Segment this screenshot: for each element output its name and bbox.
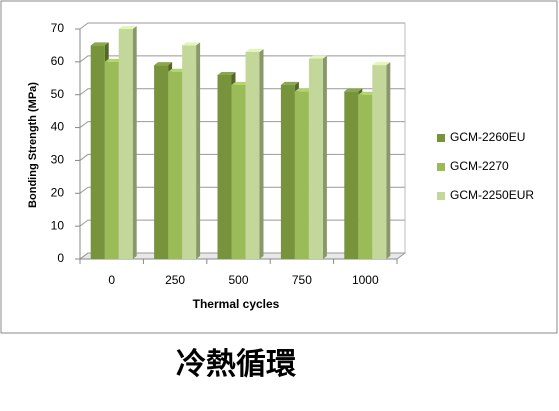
- bar-front: [245, 52, 260, 259]
- legend-label: GCM-2250EUR: [450, 188, 534, 202]
- bar-side: [386, 62, 391, 260]
- bar-top: [280, 81, 299, 85]
- bar-front: [104, 61, 119, 259]
- legend-label: GCM-2270: [450, 159, 509, 173]
- legend-swatch: [437, 192, 445, 200]
- caption: 冷熱循環: [176, 348, 297, 381]
- x-tick-label: 250: [165, 273, 185, 287]
- bar-front: [168, 71, 183, 259]
- y-tick-label: 70: [51, 21, 65, 35]
- bar-top: [372, 62, 391, 66]
- x-tick-label: 500: [228, 273, 248, 287]
- legend-swatch: [437, 134, 445, 142]
- x-tick-label: 1000: [352, 273, 379, 287]
- y-tick-label: 40: [51, 120, 65, 134]
- bar-front: [154, 65, 169, 260]
- bar-front: [294, 91, 309, 259]
- bar-top: [182, 42, 201, 46]
- bar-top: [118, 26, 137, 29]
- bar-top: [168, 68, 187, 72]
- bar-front: [118, 29, 133, 259]
- bar-top: [294, 88, 313, 92]
- bar-front: [231, 84, 246, 259]
- bar: [245, 49, 264, 259]
- x-tick-label: 750: [292, 273, 312, 287]
- bar-front: [90, 45, 105, 259]
- bar-top: [104, 58, 123, 62]
- bar-top: [344, 88, 363, 92]
- bar-top: [245, 49, 264, 52]
- bar-top: [308, 55, 327, 59]
- y-tick-label: 10: [51, 218, 65, 232]
- bar-top: [90, 42, 109, 46]
- x-axis-title: Thermal cycles: [193, 297, 280, 311]
- bar-top: [217, 72, 236, 75]
- bar-top: [358, 91, 377, 95]
- bar-front: [217, 75, 232, 259]
- y-tick-label: 30: [51, 153, 65, 167]
- bar-front: [344, 91, 359, 259]
- legend-swatch: [437, 163, 445, 171]
- bar-side: [322, 55, 327, 260]
- bar-front: [182, 45, 197, 259]
- y-tick-label: 0: [57, 251, 64, 265]
- bar-top: [231, 81, 250, 85]
- y-tick-label: 50: [51, 87, 65, 101]
- bar-side: [132, 26, 137, 259]
- bar-front: [280, 84, 295, 259]
- bar: [372, 62, 391, 260]
- bar-front: [358, 94, 373, 259]
- y-tick-label: 60: [51, 54, 65, 68]
- bar-side: [196, 42, 201, 259]
- y-tick-label: 20: [51, 185, 65, 199]
- bar-side: [259, 49, 264, 259]
- grid-line: [79, 22, 405, 30]
- legend-label: GCM-2260EU: [450, 130, 525, 144]
- bar-top: [154, 62, 173, 66]
- bar-front: [372, 65, 387, 260]
- x-tick-label: 0: [108, 273, 115, 287]
- bar: [118, 26, 137, 259]
- bar-front: [308, 58, 323, 260]
- bar: [308, 55, 327, 260]
- bar: [182, 42, 201, 259]
- y-axis-title: Bonding Strength (MPa): [27, 82, 39, 208]
- grid-line: [79, 55, 405, 63]
